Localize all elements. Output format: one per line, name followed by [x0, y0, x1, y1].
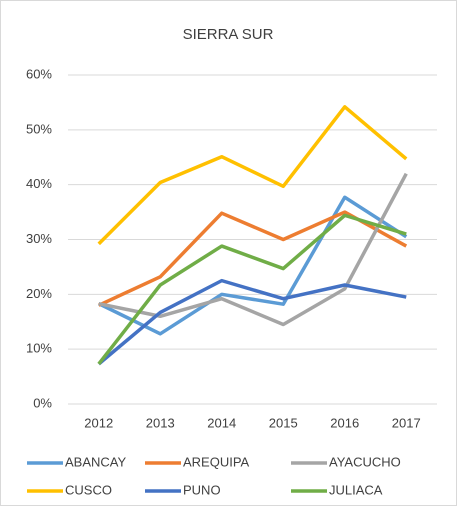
y-tick-label: 50%	[26, 121, 52, 136]
y-tick-label: 10%	[26, 341, 52, 356]
series-line	[98, 172, 408, 327]
x-tick-label: 2015	[269, 415, 298, 430]
y-tick-label: 0%	[33, 395, 52, 410]
series-line	[97, 105, 408, 246]
y-tick-label: 20%	[26, 286, 52, 301]
series-line	[97, 213, 407, 366]
y-tick-label: 60%	[26, 66, 52, 81]
y-tick-label: 40%	[26, 176, 52, 191]
y-tick-label: 30%	[26, 231, 52, 246]
x-tick-label: 2014	[207, 415, 236, 430]
x-tick-label: 2017	[392, 415, 421, 430]
chart-title: SIERRA SUR	[183, 26, 274, 43]
series-line	[97, 278, 407, 366]
x-tick-label: 2016	[330, 415, 359, 430]
legend-label: PUNO	[183, 482, 221, 497]
legend-label: ABANCAY	[65, 454, 126, 469]
legend-label: JULIACA	[329, 482, 383, 497]
series-line	[97, 195, 408, 336]
legend-label: AREQUIPA	[183, 454, 250, 469]
x-tick-label: 2012	[84, 415, 113, 430]
legend-label: AYACUCHO	[329, 454, 401, 469]
legend-label: CUSCO	[65, 482, 112, 497]
x-tick-label: 2013	[146, 415, 175, 430]
